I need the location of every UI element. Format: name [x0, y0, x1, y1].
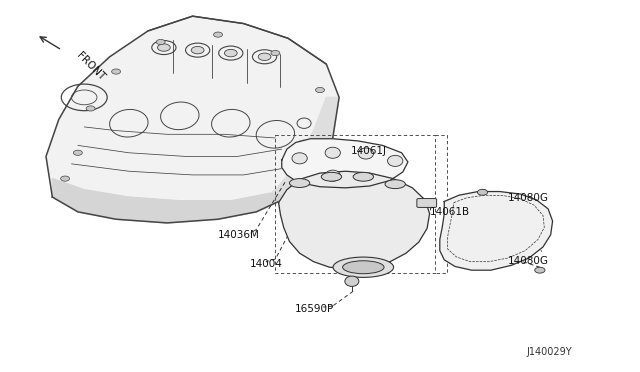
Polygon shape	[278, 171, 429, 269]
Polygon shape	[52, 179, 288, 223]
Text: 14004: 14004	[250, 259, 283, 269]
Ellipse shape	[325, 147, 340, 158]
Ellipse shape	[321, 172, 342, 181]
Circle shape	[157, 44, 170, 51]
Ellipse shape	[353, 172, 374, 181]
Text: 14036M: 14036M	[218, 230, 260, 240]
Circle shape	[156, 39, 165, 45]
Ellipse shape	[358, 148, 374, 159]
Circle shape	[258, 53, 271, 61]
Ellipse shape	[289, 179, 310, 187]
Circle shape	[86, 106, 95, 111]
Text: 14061J: 14061J	[351, 146, 387, 156]
Circle shape	[535, 267, 545, 273]
Circle shape	[111, 69, 120, 74]
Ellipse shape	[342, 261, 384, 274]
Circle shape	[74, 150, 83, 155]
Text: 14080G: 14080G	[508, 193, 549, 203]
Circle shape	[316, 87, 324, 93]
Circle shape	[214, 32, 223, 37]
Polygon shape	[250, 97, 339, 212]
Circle shape	[225, 49, 237, 57]
Text: 14080G: 14080G	[508, 256, 549, 266]
Circle shape	[477, 189, 488, 195]
Circle shape	[61, 176, 70, 181]
Ellipse shape	[345, 276, 359, 286]
Polygon shape	[46, 16, 339, 223]
Ellipse shape	[333, 257, 394, 278]
Text: 16590P: 16590P	[294, 304, 334, 314]
FancyBboxPatch shape	[417, 199, 436, 208]
Ellipse shape	[385, 180, 405, 189]
Text: FRONT: FRONT	[75, 50, 107, 82]
Polygon shape	[440, 192, 552, 270]
Polygon shape	[282, 139, 408, 188]
Circle shape	[191, 46, 204, 54]
Ellipse shape	[388, 155, 403, 166]
Text: J140029Y: J140029Y	[526, 347, 572, 357]
Ellipse shape	[292, 153, 307, 164]
Ellipse shape	[325, 170, 340, 181]
Text: 14061B: 14061B	[430, 207, 470, 217]
Circle shape	[271, 51, 280, 56]
